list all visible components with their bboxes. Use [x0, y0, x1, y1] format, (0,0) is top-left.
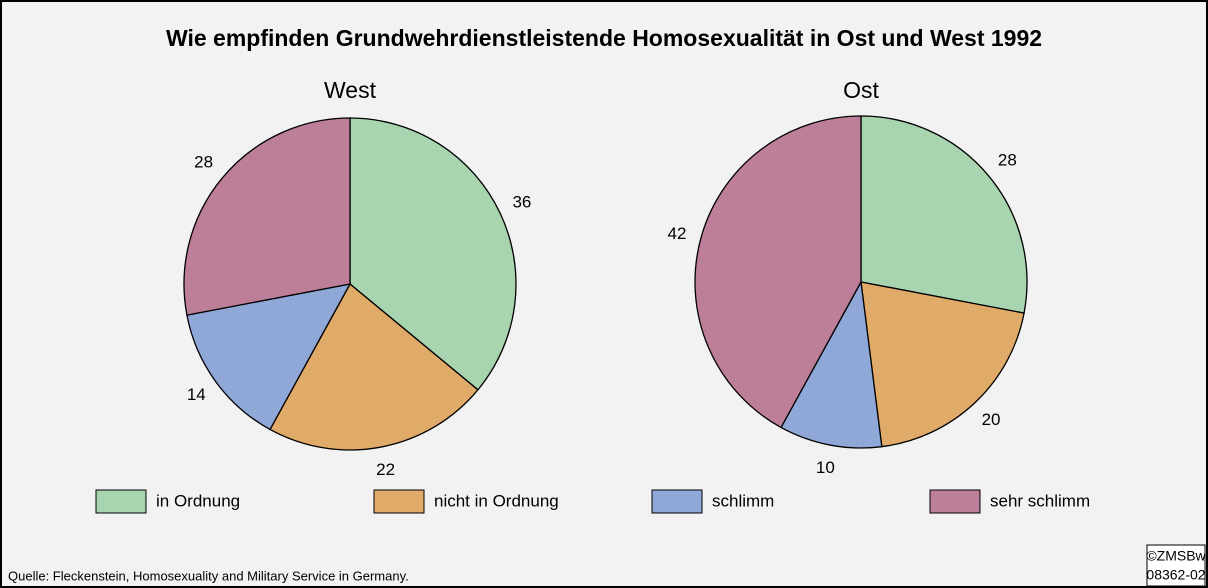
pie-title: West	[324, 77, 377, 103]
legend-swatch	[95, 489, 147, 514]
data-label: 14	[187, 385, 206, 404]
data-label: 36	[512, 193, 531, 212]
copyright: ©ZMSBw	[1146, 548, 1206, 564]
pie-title: Ost	[843, 77, 879, 103]
legend-label: nicht in Ordnung	[434, 491, 559, 510]
pie-slice	[186, 283, 352, 431]
data-label: 20	[982, 410, 1001, 429]
copyright-box	[1146, 544, 1206, 587]
legend-swatch	[929, 489, 981, 514]
pie-slice	[269, 282, 479, 451]
data-label: 10	[816, 458, 835, 477]
source: Quelle: Fleckenstein, Homosexuality and …	[8, 568, 409, 583]
legend-label: schlimm	[712, 491, 774, 510]
legend-swatch	[373, 489, 425, 514]
legend-label: sehr schlimm	[990, 491, 1090, 510]
pie-slice	[694, 115, 862, 429]
chart-title: Wie empfinden Grundwehrdienstleistende H…	[166, 25, 1042, 51]
data-label: 28	[998, 150, 1017, 169]
pie-slice	[183, 117, 351, 316]
legend-swatch	[651, 489, 703, 514]
data-label: 42	[668, 224, 687, 243]
data-label: 22	[376, 460, 395, 479]
data-label: 28	[194, 152, 213, 171]
legend-label: in Ordnung	[156, 491, 240, 510]
pie-slice	[780, 279, 883, 449]
pie-slice	[349, 117, 517, 391]
pie-slice	[860, 115, 1028, 314]
pie-slice	[860, 281, 1025, 448]
copyright: 08362-02	[1146, 567, 1205, 583]
